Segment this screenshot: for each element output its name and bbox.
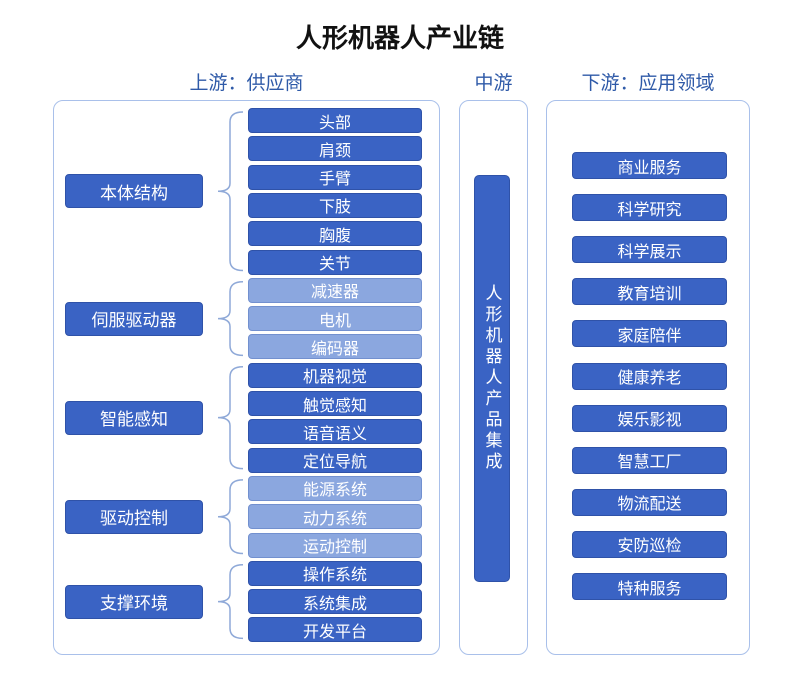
component-item: 能源系统 (248, 475, 422, 501)
bracket (217, 281, 244, 357)
application-item: 健康养老 (572, 362, 727, 390)
component-item: 开发平台 (248, 617, 422, 643)
component-item: 电机 (248, 306, 422, 332)
component-item: 系统集成 (248, 589, 422, 615)
bracket (217, 111, 244, 272)
downstream-header: 下游：应用领域 (581, 72, 715, 94)
component-item: 关节 (248, 249, 422, 275)
upstream-header: 上游：供应商 (189, 72, 304, 94)
diagram-title: 人形机器人产业链 (295, 24, 504, 54)
component-item: 动力系统 (248, 504, 422, 530)
component-item: 语音语义 (248, 419, 422, 445)
component-item: 定位导航 (248, 447, 422, 473)
bracket (217, 564, 244, 640)
application-item: 科学研究 (572, 194, 727, 222)
application-item: 安防巡检 (572, 530, 727, 558)
component-item: 运动控制 (248, 532, 422, 558)
bracket (217, 479, 244, 555)
category-box: 伺服驱动器 (65, 301, 203, 336)
category-box: 本体结构 (65, 174, 203, 209)
application-item: 娱乐影视 (572, 404, 727, 432)
category-box: 智能感知 (65, 400, 203, 435)
component-item: 编码器 (248, 334, 422, 360)
component-item: 肩颈 (248, 136, 422, 162)
application-item: 科学展示 (572, 236, 727, 264)
component-item: 下肢 (248, 192, 422, 218)
component-item: 手臂 (248, 164, 422, 190)
component-item: 触觉感知 (248, 391, 422, 416)
component-item: 胸腹 (248, 221, 422, 247)
application-item: 特种服务 (572, 573, 727, 600)
midstream-integration-box: 人形机器人产品集成 (474, 175, 510, 582)
application-item: 智慧工厂 (572, 446, 727, 474)
component-item: 头部 (248, 108, 422, 133)
component-item: 操作系统 (248, 560, 422, 586)
bracket (217, 365, 244, 470)
component-item: 机器视觉 (248, 362, 422, 388)
application-item: 教育培训 (572, 278, 727, 306)
application-item: 商业服务 (572, 152, 727, 179)
application-item: 家庭陪伴 (572, 320, 727, 348)
category-box: 支撑环境 (65, 584, 203, 619)
midstream-header: 中游 (474, 72, 513, 94)
component-item: 减速器 (248, 277, 422, 303)
application-item: 物流配送 (572, 488, 727, 516)
category-box: 驱动控制 (65, 499, 203, 534)
